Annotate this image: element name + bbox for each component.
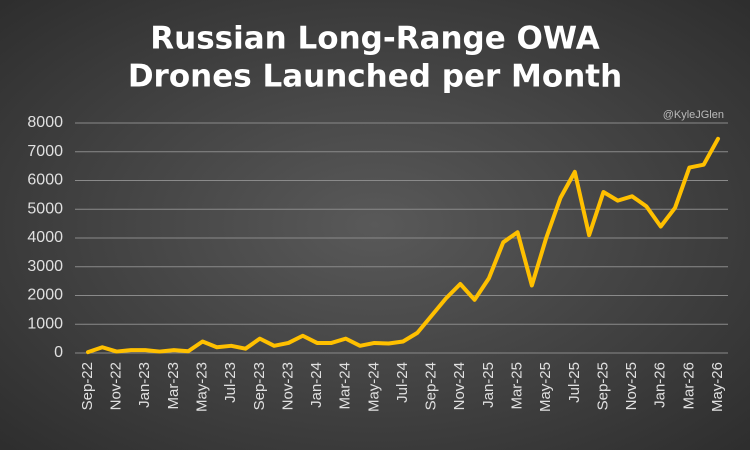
x-tick-label: Jan-24 [308, 362, 325, 408]
chart-title: Drones Launched per Month [128, 59, 622, 95]
x-tick-label: Jan-25 [480, 362, 497, 408]
x-tick-label: Jul-24 [394, 362, 411, 403]
y-tick-label: 1000 [27, 315, 63, 332]
x-tick-label: Nov-25 [623, 362, 640, 410]
x-tick-label: Jul-23 [222, 362, 239, 403]
x-tick-label: Mar-26 [680, 362, 697, 410]
x-tick-label: Jul-25 [566, 362, 583, 403]
x-tick-label: Sep-22 [79, 362, 96, 410]
x-tick-label: Mar-25 [509, 362, 526, 410]
y-tick-label: 0 [54, 344, 63, 361]
x-tick-label: May-24 [365, 362, 382, 412]
x-tick-label: Mar-24 [337, 362, 354, 410]
y-tick-label: 5000 [27, 200, 63, 217]
x-tick-label: Nov-24 [451, 362, 468, 410]
y-tick-label: 4000 [27, 229, 63, 246]
x-tick-label: Mar-23 [165, 362, 182, 410]
y-tick-label: 7000 [27, 143, 63, 160]
grid: 0 1000 2000 3000 4000 5000 6000 7000 8000 Sep-22 N… [27, 114, 728, 412]
x-tick-label: Nov-23 [279, 362, 296, 410]
x-tick-label: Nov-22 [108, 362, 125, 410]
x-tick-label: Sep-25 [594, 362, 611, 410]
credit: @KyleJGlen [663, 109, 724, 121]
x-tick-label: Jan-26 [652, 362, 669, 408]
x-tick-label: May-23 [194, 362, 211, 412]
y-tick-label: 8000 [27, 114, 63, 131]
chart-title: Russian Long-Range OWA [150, 21, 599, 57]
x-tick-label: May-26 [709, 362, 726, 412]
y-tick-label: 2000 [27, 287, 63, 304]
x-tick-label: Sep-23 [251, 362, 268, 410]
x-tick-label: Sep-24 [423, 362, 440, 410]
y-tick-label: 3000 [27, 258, 63, 275]
y-tick-label: 6000 [27, 172, 63, 189]
x-tick-label: Jan-23 [136, 362, 153, 408]
x-tick-label: May-25 [537, 362, 554, 412]
data-line [86, 136, 720, 355]
plot [86, 136, 720, 355]
